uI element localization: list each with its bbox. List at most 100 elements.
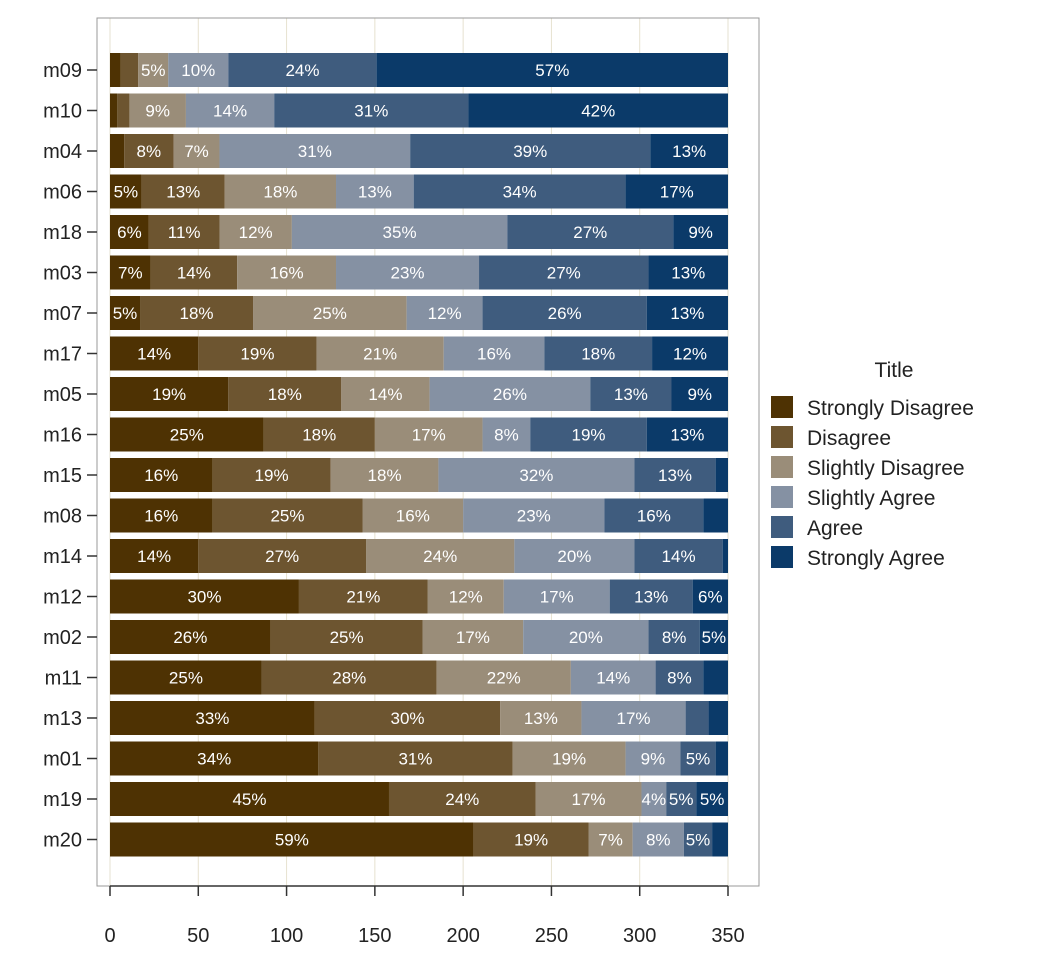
data-label: 35% (383, 223, 417, 242)
y-tick-label: m16 (43, 425, 82, 447)
data-label: 34% (503, 183, 537, 202)
data-label: 5% (686, 750, 711, 769)
bar-segment (641, 782, 667, 816)
data-label: 5% (114, 183, 139, 202)
bar-segment (648, 620, 700, 654)
data-label: 14% (137, 547, 171, 566)
bar-segment (634, 539, 723, 573)
data-label: 5% (669, 790, 694, 809)
bar-segment (341, 377, 430, 411)
data-label: 14% (213, 102, 247, 121)
bar-segment (634, 458, 716, 492)
data-label: 13% (524, 709, 558, 728)
y-tick-label: m01 (43, 749, 82, 771)
legend-swatch (771, 456, 793, 478)
bar-segment (141, 174, 225, 209)
data-label: 14% (368, 385, 402, 404)
bar-segment (588, 822, 633, 857)
bar-segment (110, 822, 474, 857)
data-label: 7% (184, 142, 209, 161)
bar-segment (110, 296, 141, 330)
data-label: 31% (354, 102, 388, 121)
data-label: 57% (535, 61, 569, 80)
data-label: 17% (540, 588, 574, 607)
data-label: 13% (671, 264, 705, 283)
data-label: 19% (152, 385, 186, 404)
data-label: 24% (285, 61, 319, 80)
x-tick-label: 200 (446, 925, 479, 947)
y-tick-label: m03 (43, 263, 82, 285)
data-label: 10% (181, 61, 215, 80)
bar-segment (429, 377, 591, 411)
data-label: 19% (571, 426, 605, 445)
bar-segment (692, 579, 728, 614)
bar-segment (110, 741, 319, 776)
data-label: 23% (517, 507, 551, 526)
bar-segment (366, 539, 515, 573)
bar-segment (696, 782, 728, 816)
bar-segment (632, 822, 684, 857)
bar-segment (129, 93, 186, 128)
bar-segment (150, 255, 238, 290)
bar-segment (473, 822, 589, 857)
bar-segment (198, 336, 317, 371)
data-label: 25% (169, 669, 203, 688)
data-label: 17% (617, 709, 651, 728)
bar-segment (110, 336, 199, 371)
x-tick-label: 250 (535, 925, 568, 947)
bar-segment (117, 93, 130, 128)
data-label: 31% (398, 750, 432, 769)
bar-segment (715, 741, 728, 776)
bar-segment (173, 134, 220, 168)
y-tick-label: m09 (43, 60, 82, 82)
legend-label: Slightly Disagree (807, 457, 965, 480)
bar-segment (722, 539, 728, 573)
x-tick-label: 100 (270, 925, 303, 947)
data-label: 25% (270, 507, 304, 526)
data-label: 26% (493, 385, 527, 404)
y-tick-label: m18 (43, 222, 82, 244)
data-label: 11% (168, 223, 201, 242)
legend-title: Title (875, 359, 914, 382)
data-label: 5% (686, 831, 711, 850)
data-label: 30% (187, 588, 221, 607)
data-label: 13% (670, 304, 704, 323)
bar-segment (463, 498, 605, 533)
bar-segment (336, 255, 480, 290)
bar-segment (110, 660, 262, 695)
data-label: 24% (445, 790, 479, 809)
data-label: 9% (641, 750, 666, 769)
bar-segment (330, 458, 439, 492)
bar-segment (110, 498, 213, 533)
data-label: 5% (702, 628, 727, 647)
legend-label: Agree (807, 517, 863, 540)
bar-segment (699, 620, 728, 654)
x-tick-label: 150 (358, 925, 391, 947)
data-label: 24% (423, 547, 457, 566)
bar-segment (544, 336, 653, 371)
data-label: 8% (646, 831, 671, 850)
data-label: 17% (412, 426, 446, 445)
data-label: 16% (477, 345, 511, 364)
legend-swatch (771, 396, 793, 418)
legend: Title Strongly Disagree Disagree Slightly … (771, 359, 974, 570)
bar-segment (712, 822, 728, 857)
bar-segment (237, 255, 337, 290)
bar-segment (110, 417, 264, 452)
data-label: 5% (113, 304, 138, 323)
data-label: 8% (662, 628, 687, 647)
bar-segment (110, 620, 271, 654)
data-label: 28% (332, 669, 366, 688)
bar-segment (120, 53, 139, 87)
bar-segment (703, 660, 728, 695)
y-tick-label: m06 (43, 182, 82, 204)
bar-segment (140, 296, 254, 330)
data-label: 13% (670, 426, 704, 445)
bar-segment (438, 458, 635, 492)
bar-segment (625, 741, 681, 776)
x-tick-label: 50 (187, 925, 209, 947)
data-label: 12% (428, 304, 462, 323)
bar-segment (530, 417, 647, 452)
x-tick-label: 350 (711, 925, 744, 947)
data-label: 18% (180, 304, 214, 323)
